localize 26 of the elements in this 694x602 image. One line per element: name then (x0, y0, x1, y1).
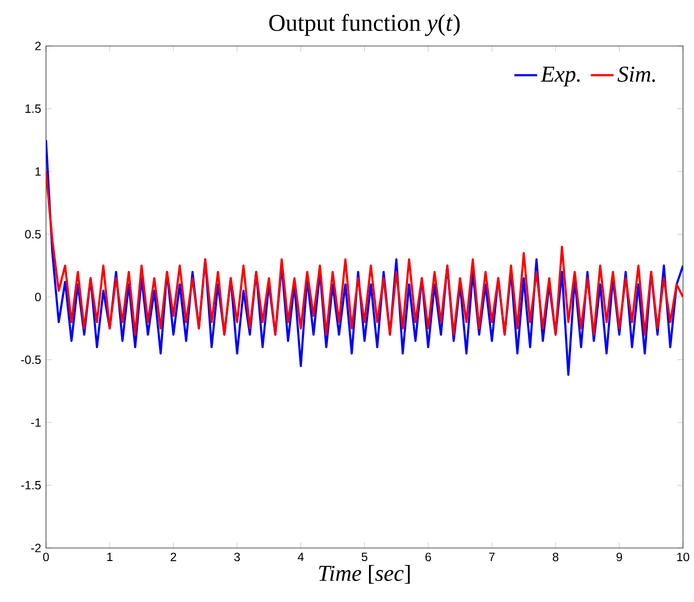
y-tick-label: -1.5 (21, 481, 41, 490)
y-tick-label: -0.5 (21, 355, 41, 364)
y-tick-label: 1.5 (26, 104, 41, 113)
y-tick-label: 2 (35, 42, 41, 50)
x-tick-label: 0 (43, 552, 49, 562)
x-tick-label: 6 (425, 552, 432, 562)
x-tick-label: 10 (677, 552, 690, 562)
x-tick-label: 1 (107, 552, 112, 561)
line-series (46, 139, 683, 376)
y-tick-label: 0 (35, 292, 41, 302)
line-series (46, 170, 683, 336)
chart-title: Output function y(t) (269, 14, 460, 36)
legend-label: Sim. (618, 66, 655, 82)
y-tick-label: 0.5 (25, 230, 41, 238)
x-tick-label: 7 (489, 552, 495, 561)
x-axis-title: Time [sec] (319, 565, 410, 584)
x-tick-label: 5 (362, 552, 368, 562)
x-tick-label: 3 (234, 552, 240, 562)
y-tick-label: -2 (31, 544, 41, 552)
legend-label: Exp. (540, 66, 580, 86)
y-tick-label: 1 (36, 167, 41, 176)
x-tick-label: 8 (552, 552, 558, 562)
x-tick-label: 9 (616, 552, 622, 562)
x-tick-label: 2 (170, 552, 176, 562)
x-tick-label: 4 (298, 552, 304, 561)
y-tick-label: -1 (31, 418, 41, 427)
